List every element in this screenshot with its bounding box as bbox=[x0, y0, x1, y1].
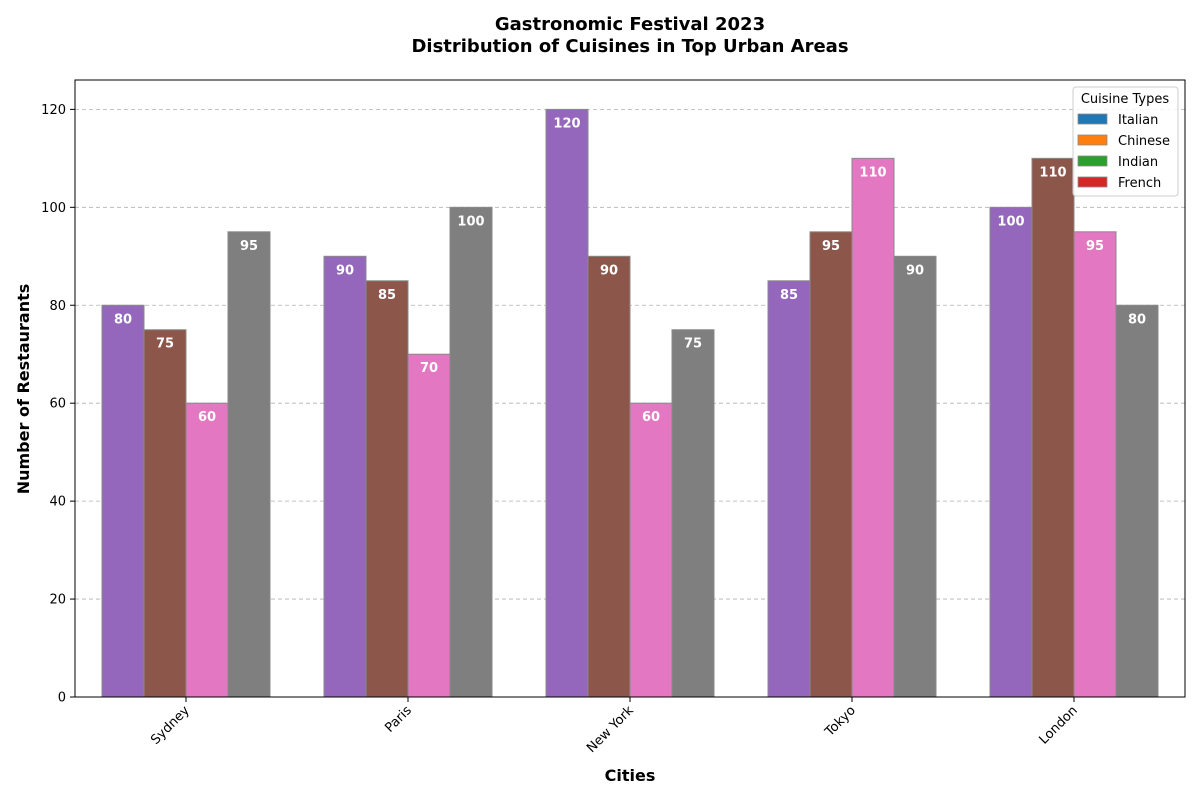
bar-value-label: 95 bbox=[1086, 239, 1104, 254]
bar-french-paris bbox=[449, 206, 493, 698]
bar-french-sydney bbox=[227, 231, 271, 698]
x-axis-label: Cities bbox=[605, 766, 656, 785]
bar-italian-paris bbox=[323, 255, 367, 698]
x-axis-ticks: Sydney Paris New York Tokyo London bbox=[148, 697, 1081, 756]
bar-chinese-sydney bbox=[143, 329, 187, 698]
y-tick-label: 20 bbox=[49, 593, 66, 608]
bar-french-new-york bbox=[671, 329, 715, 698]
bar-italian-sydney bbox=[101, 304, 145, 698]
bar-indian-new-york bbox=[629, 402, 673, 698]
bar-value-label: 75 bbox=[156, 337, 174, 352]
x-tick-label: Paris bbox=[382, 703, 415, 736]
x-tick-label: Sydney bbox=[148, 703, 193, 748]
bar-chinese-paris bbox=[365, 280, 409, 698]
bar-value-label: 75 bbox=[684, 337, 702, 352]
x-tick-label: London bbox=[1037, 703, 1081, 747]
bar-value-label: 85 bbox=[378, 288, 396, 303]
legend-label-chinese: Chinese bbox=[1118, 134, 1170, 149]
y-tick-label: 100 bbox=[41, 201, 66, 216]
bar-italian-new-york bbox=[545, 108, 589, 698]
bar-value-label: 90 bbox=[906, 263, 924, 278]
legend-swatch-italian bbox=[1077, 113, 1108, 125]
y-tick-label: 120 bbox=[41, 103, 66, 118]
y-axis-label: Number of Restaurants bbox=[14, 284, 33, 495]
y-axis-ticks: 0 20 40 60 80 100 120 bbox=[41, 103, 75, 706]
bar-value-label: 80 bbox=[1128, 312, 1146, 327]
x-tick-label: Tokyo bbox=[822, 703, 859, 740]
legend-swatch-indian bbox=[1077, 155, 1108, 167]
bar-french-tokyo bbox=[893, 255, 937, 698]
bar-value-label: 60 bbox=[198, 410, 216, 425]
legend-items: Italian Chinese Indian French bbox=[1077, 113, 1170, 191]
legend: Cuisine Types Italian Chinese Indian French bbox=[1072, 86, 1179, 197]
bar-italian-london bbox=[989, 206, 1033, 698]
bar-value-label: 85 bbox=[780, 288, 798, 303]
legend-swatch-chinese bbox=[1077, 134, 1108, 146]
y-tick-label: 60 bbox=[49, 397, 66, 412]
bar-indian-tokyo bbox=[851, 157, 895, 698]
bars: 80 75 60 95 90 85 70 100 120 90 60 75 85 95 110 90 100 11… bbox=[101, 108, 1159, 698]
chart-title: Gastronomic Festival 2023 bbox=[495, 14, 765, 35]
bar-chinese-london bbox=[1031, 157, 1075, 698]
bar-value-label: 70 bbox=[420, 361, 438, 376]
plot-frame bbox=[74, 79, 1186, 698]
y-tick-label: 40 bbox=[49, 495, 66, 510]
x-tick-label: New York bbox=[584, 703, 637, 756]
bar-value-label: 60 bbox=[642, 410, 660, 425]
bar-chinese-new-york bbox=[587, 255, 631, 698]
bar-indian-paris bbox=[407, 353, 451, 698]
legend-swatch-french bbox=[1077, 176, 1108, 188]
legend-label-italian: Italian bbox=[1118, 113, 1158, 128]
y-tick-label: 80 bbox=[49, 299, 66, 314]
bar-value-label: 120 bbox=[553, 116, 580, 131]
bar-french-london bbox=[1115, 304, 1159, 698]
bar-chinese-tokyo bbox=[809, 231, 853, 698]
bar-value-label: 90 bbox=[336, 263, 354, 278]
bar-value-label: 100 bbox=[457, 214, 484, 229]
legend-title: Cuisine Types bbox=[1081, 92, 1170, 107]
bar-value-label: 100 bbox=[997, 214, 1024, 229]
legend-label-french: French bbox=[1118, 176, 1161, 191]
bar-value-label: 95 bbox=[240, 239, 258, 254]
bar-value-label: 110 bbox=[1039, 165, 1066, 180]
bar-italian-tokyo bbox=[767, 280, 811, 698]
legend-label-indian: Indian bbox=[1118, 155, 1158, 170]
bar-indian-sydney bbox=[185, 402, 229, 698]
chart-subtitle: Distribution of Cuisines in Top Urban Ar… bbox=[411, 36, 848, 57]
bar-indian-london bbox=[1073, 231, 1117, 698]
bar-value-label: 110 bbox=[859, 165, 886, 180]
bar-value-label: 95 bbox=[822, 239, 840, 254]
bar-value-label: 80 bbox=[114, 312, 132, 327]
y-tick-label: 0 bbox=[58, 691, 66, 706]
bar-value-label: 90 bbox=[600, 263, 618, 278]
